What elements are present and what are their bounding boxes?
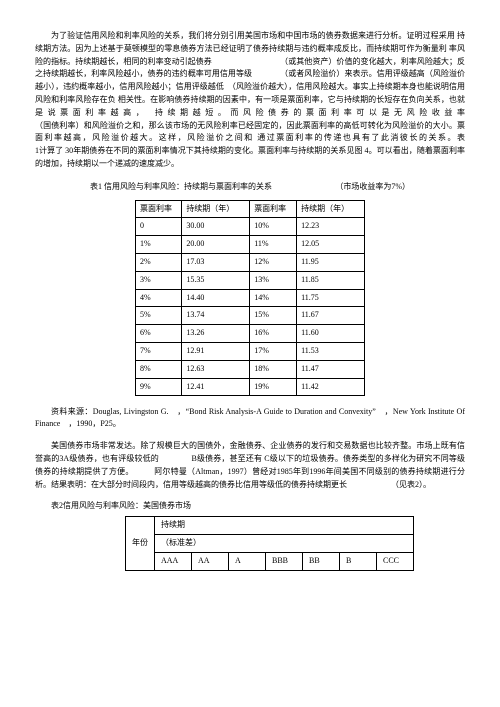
table-row: 2%17.0312%11.95 xyxy=(136,253,365,271)
table-row: 8%12.6318%11.47 xyxy=(136,360,365,378)
t2-stddev: （标准差） xyxy=(155,535,414,553)
table1-title-right: （市场收益率为7%） xyxy=(335,181,410,194)
table2-title: 表2信用风险与利率风险：美国债券市场 xyxy=(35,500,465,513)
table1-title-left: 表1 信用风险与利率风险：持续期与票面利率的关系 xyxy=(90,181,272,194)
table-row: 1%20.0011%12.05 xyxy=(136,236,365,254)
table-row: 票面利率 持续期（年） 票面利率 持续期（年） xyxy=(136,200,365,218)
table-row: 030.0010%12.23 xyxy=(136,218,365,236)
table-row: AAA AA A BBB BB B CCC xyxy=(126,552,414,570)
table-row: 9%12.4119%11.42 xyxy=(136,378,365,396)
t2-year: 年份 xyxy=(126,517,155,570)
t2-duration: 持续期 xyxy=(155,517,414,535)
table-1: 票面利率 持续期（年） 票面利率 持续期（年） 030.0010%12.23 1… xyxy=(135,200,365,397)
t1-h0: 票面利率 xyxy=(136,200,182,218)
reference-text: 资料来源：Douglas, Livingston G. ，“Bond Risk … xyxy=(35,406,465,430)
paragraph-1: 为了验证信用风险和利率风险的关系，我们将分别引用美国市场和中国市场的债券数据来进… xyxy=(35,30,465,171)
table-2: 年份 持续期 （标准差） AAA AA A BBB BB B CCC xyxy=(125,516,414,570)
table-row: 7%12.9117%11.53 xyxy=(136,342,365,360)
paragraph-2: 美国债券市场非常发达。除了规模巨大的国债外，金融债券、企业债券的发行和交易数据也… xyxy=(35,440,465,491)
table-row: 年份 持续期 xyxy=(126,517,414,535)
t1-h2: 票面利率 xyxy=(250,200,297,218)
table-row: 4%14.4014%11.75 xyxy=(136,289,365,307)
table-row: 6%13.2616%11.60 xyxy=(136,325,365,343)
t1-h3: 持续期（年） xyxy=(297,200,365,218)
table-row: 3%15.3513%11.85 xyxy=(136,271,365,289)
table-row: 5%13.7415%11.67 xyxy=(136,307,365,325)
table1-title-row: 表1 信用风险与利率风险：持续期与票面利率的关系 （市场收益率为7%） xyxy=(90,181,410,194)
t1-h1: 持续期（年） xyxy=(182,200,250,218)
table-row: （标准差） xyxy=(126,535,414,553)
